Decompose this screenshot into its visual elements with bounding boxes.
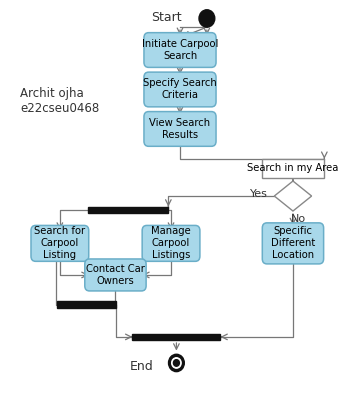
Circle shape <box>174 360 179 366</box>
Circle shape <box>172 358 181 368</box>
Text: Search in my Area: Search in my Area <box>247 164 339 173</box>
FancyBboxPatch shape <box>262 223 324 264</box>
FancyBboxPatch shape <box>31 225 89 261</box>
Text: Search for
Carpool
Listing: Search for Carpool Listing <box>34 227 85 261</box>
Polygon shape <box>274 181 312 211</box>
Bar <box>262 159 324 178</box>
Text: End: End <box>129 360 153 373</box>
FancyBboxPatch shape <box>144 112 216 146</box>
Text: Yes: Yes <box>250 189 268 199</box>
FancyBboxPatch shape <box>144 32 216 67</box>
Text: Start: Start <box>151 11 182 24</box>
Text: Manage
Carpool
Listings: Manage Carpool Listings <box>151 227 191 261</box>
Bar <box>57 301 116 308</box>
FancyBboxPatch shape <box>144 72 216 107</box>
Text: Contact Car
Owners: Contact Car Owners <box>86 264 145 286</box>
Circle shape <box>168 354 184 371</box>
Text: Initiate Carpool
Search: Initiate Carpool Search <box>142 39 218 61</box>
FancyBboxPatch shape <box>85 259 146 291</box>
Text: Specify Search
Criteria: Specify Search Criteria <box>143 78 217 101</box>
Bar <box>87 207 168 213</box>
Text: Archit ojha
e22cseu0468: Archit ojha e22cseu0468 <box>21 88 100 115</box>
FancyBboxPatch shape <box>142 225 200 261</box>
Text: No: No <box>291 213 306 223</box>
Circle shape <box>199 10 215 27</box>
Text: View Search
Results: View Search Results <box>149 118 211 140</box>
Text: Specific
Different
Location: Specific Different Location <box>271 227 315 261</box>
Bar <box>132 334 220 340</box>
